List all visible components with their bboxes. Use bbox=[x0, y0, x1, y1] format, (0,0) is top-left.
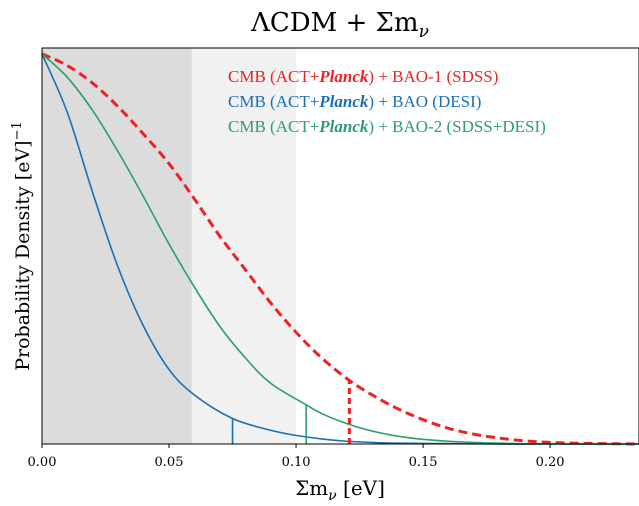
x-axis-label: Σmν [eV] bbox=[295, 476, 385, 504]
x-tick-label: 0.20 bbox=[536, 455, 565, 470]
legend-text-part: CMB (ACT+ bbox=[228, 117, 319, 136]
legend-text-part: ) + BAO-2 (SDSS+DESI) bbox=[368, 117, 545, 136]
legend-text-part: Planck bbox=[318, 117, 369, 136]
legend-text-part: Planck bbox=[318, 67, 369, 86]
shaded-region-2 bbox=[191, 48, 297, 444]
plot-frame bbox=[41, 47, 639, 445]
legend-entry-bao1-sdss: CMB (ACT+Planck) + BAO-1 (SDSS) bbox=[228, 67, 498, 86]
legend-text-part: CMB (ACT+ bbox=[228, 92, 319, 111]
x-tick-label: 0.05 bbox=[155, 455, 184, 470]
legend: CMB (ACT+Planck) + BAO-1 (SDSS)CMB (ACT+… bbox=[228, 67, 546, 136]
curve-bao2-sdss-desi bbox=[41, 53, 639, 445]
legend-text-part: ) + BAO (DESI) bbox=[368, 92, 481, 111]
x-tick-label: 0.00 bbox=[28, 455, 57, 470]
legend-text-part: Planck bbox=[318, 92, 369, 111]
x-tick-label: 0.10 bbox=[282, 455, 311, 470]
shaded-region-1 bbox=[42, 48, 192, 444]
y-axis-label: Probability Density [eV]−1 bbox=[10, 121, 34, 371]
legend-text-part: CMB (ACT+ bbox=[228, 67, 319, 86]
upper-limit-markers bbox=[231, 380, 351, 444]
legend-entry-bao2-sdss-desi: CMB (ACT+Planck) + BAO-2 (SDSS+DESI) bbox=[228, 117, 546, 136]
curve-bao1-sdss bbox=[41, 52, 639, 446]
chart-title: ΛCDM + Σmν bbox=[250, 8, 429, 42]
shaded-regions bbox=[42, 48, 297, 444]
legend-text-part: ) + BAO-1 (SDSS) bbox=[368, 67, 498, 86]
x-tick-label: 0.15 bbox=[409, 455, 438, 470]
x-ticks: 0.00 0.05 0.10 0.15 0.20 bbox=[28, 444, 565, 470]
legend-entry-bao-desi: CMB (ACT+Planck) + BAO (DESI) bbox=[228, 92, 481, 111]
